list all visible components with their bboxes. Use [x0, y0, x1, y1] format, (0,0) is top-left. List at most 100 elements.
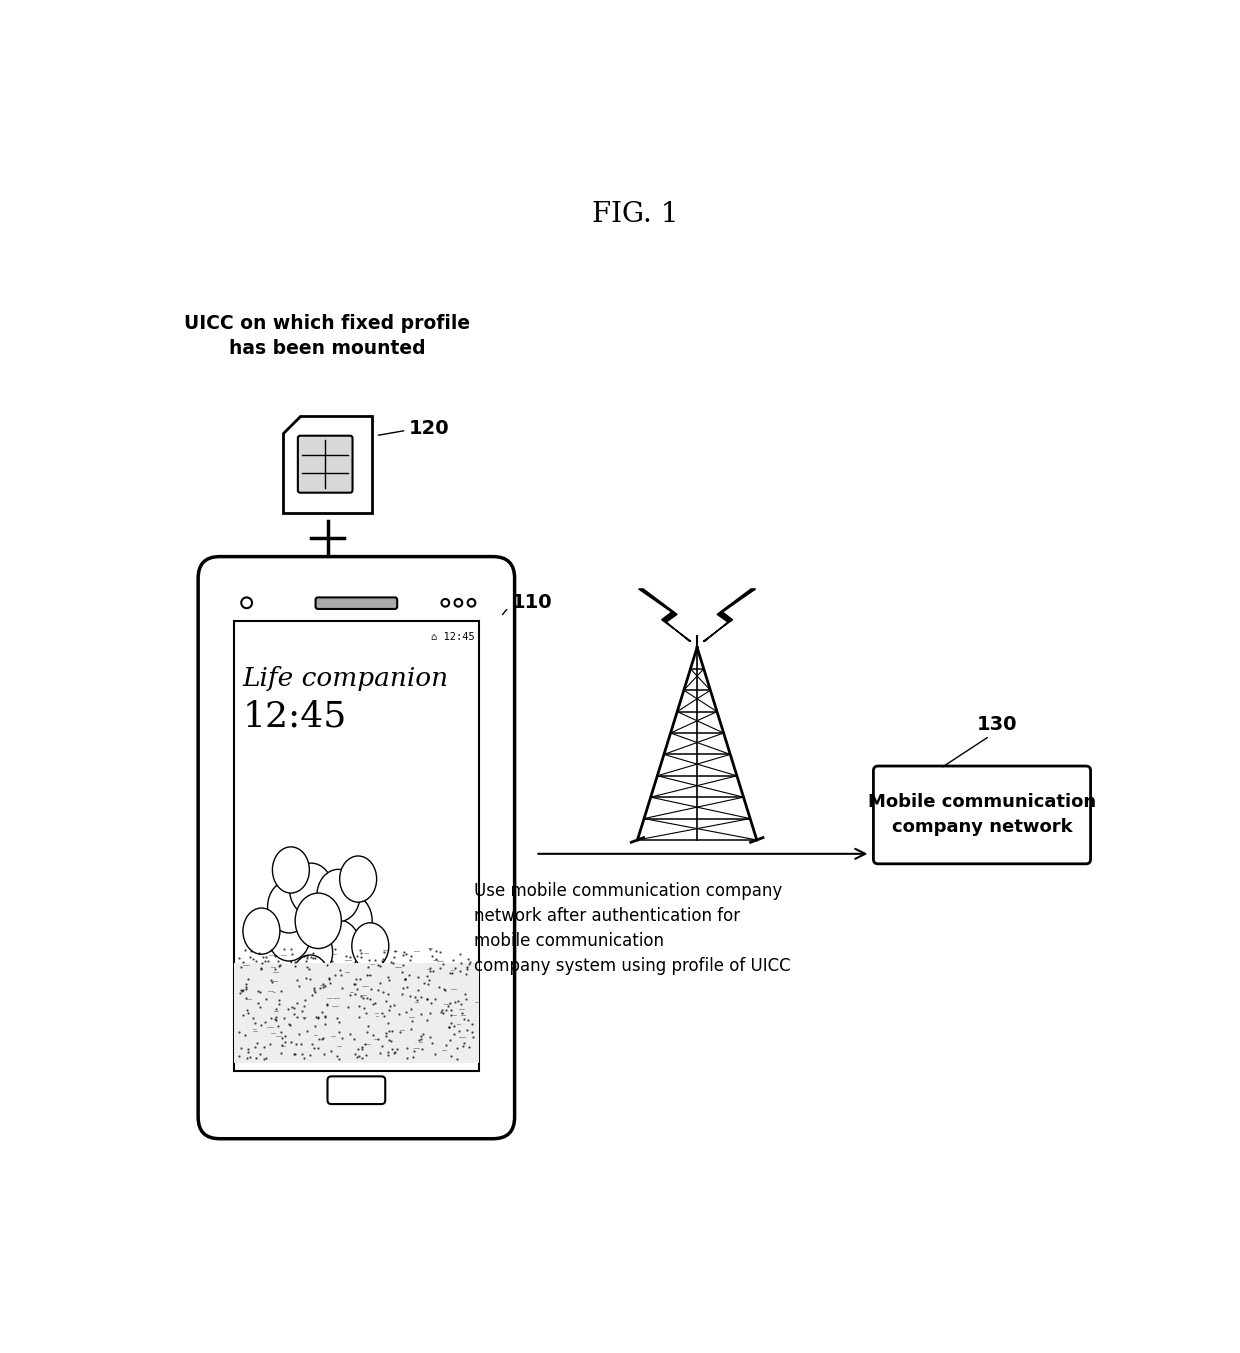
Point	[248, 1032, 268, 1054]
Point	[360, 965, 379, 986]
Ellipse shape	[329, 894, 372, 947]
Point	[384, 1042, 404, 1063]
Point	[257, 1047, 277, 1069]
Point	[451, 953, 471, 974]
Point	[272, 1022, 291, 1043]
Point	[286, 992, 306, 1013]
Point	[440, 992, 460, 1013]
Point	[451, 993, 471, 1015]
Point	[417, 1009, 436, 1031]
Ellipse shape	[293, 955, 329, 1001]
FancyBboxPatch shape	[315, 598, 397, 609]
Point	[300, 969, 320, 990]
Point	[427, 940, 446, 962]
Point	[310, 977, 330, 999]
Point	[304, 980, 324, 1001]
Point	[285, 1043, 305, 1065]
Point	[407, 989, 427, 1011]
Point	[363, 993, 383, 1015]
Point	[255, 950, 275, 971]
Point	[456, 958, 476, 980]
Point	[401, 944, 420, 966]
Ellipse shape	[317, 920, 360, 973]
Point	[236, 986, 255, 1008]
FancyBboxPatch shape	[298, 436, 352, 492]
Point	[290, 1034, 310, 1055]
Point	[456, 963, 476, 985]
Bar	[233, 621, 479, 1072]
Point	[305, 981, 325, 1003]
Point	[382, 1020, 402, 1042]
Ellipse shape	[268, 909, 311, 961]
Point	[280, 1015, 300, 1036]
Point	[458, 957, 477, 978]
Point	[384, 946, 404, 967]
Point	[463, 1022, 482, 1043]
Ellipse shape	[289, 927, 332, 978]
Point	[293, 1043, 312, 1065]
Point	[357, 986, 377, 1008]
Point	[233, 980, 253, 1001]
Point	[250, 1013, 270, 1035]
FancyBboxPatch shape	[198, 556, 515, 1139]
Point	[316, 993, 336, 1015]
Point	[444, 950, 464, 971]
Point	[294, 946, 314, 967]
Point	[394, 967, 414, 989]
Point	[444, 1024, 464, 1046]
Point	[237, 977, 257, 999]
Point	[368, 980, 388, 1001]
Point	[262, 970, 281, 992]
Point	[357, 963, 377, 985]
Point	[237, 999, 257, 1020]
Point	[255, 988, 275, 1009]
Point	[305, 947, 325, 969]
Point	[288, 1007, 308, 1028]
Point	[412, 1038, 432, 1059]
Point	[243, 948, 263, 970]
Point	[272, 1034, 291, 1055]
Point	[237, 1047, 257, 1069]
Point	[441, 1000, 461, 1022]
Point	[305, 1015, 325, 1036]
Point	[454, 1035, 474, 1057]
Point	[399, 963, 419, 985]
Point	[295, 967, 315, 989]
Point	[435, 978, 455, 1000]
Point	[269, 955, 289, 977]
Point	[350, 1007, 370, 1028]
Ellipse shape	[317, 870, 360, 921]
Point	[440, 1030, 460, 1051]
Point	[346, 967, 366, 989]
Point	[243, 1007, 263, 1028]
Point	[249, 1043, 269, 1065]
Point	[404, 1039, 424, 1061]
Point	[236, 978, 255, 1000]
Point	[425, 988, 445, 1009]
Point	[433, 953, 453, 974]
Point	[268, 950, 288, 971]
Point	[294, 1047, 314, 1069]
Point	[314, 974, 334, 996]
Point	[383, 953, 403, 974]
Point	[396, 1001, 415, 1023]
Point	[393, 954, 413, 976]
Point	[351, 946, 371, 967]
Point	[378, 969, 398, 990]
Point	[298, 1020, 317, 1042]
Point	[424, 1043, 444, 1065]
Point	[252, 953, 272, 974]
Point	[275, 1031, 295, 1053]
Point	[417, 988, 436, 1009]
Point	[329, 1047, 348, 1069]
Point	[449, 990, 469, 1012]
Point	[281, 1031, 301, 1053]
Point	[281, 943, 301, 965]
Point	[327, 1045, 347, 1066]
Point	[441, 1012, 461, 1034]
Point	[329, 1022, 348, 1043]
Point	[360, 950, 379, 971]
Point	[374, 1005, 394, 1027]
Point	[445, 990, 465, 1012]
Point	[321, 1040, 341, 1062]
